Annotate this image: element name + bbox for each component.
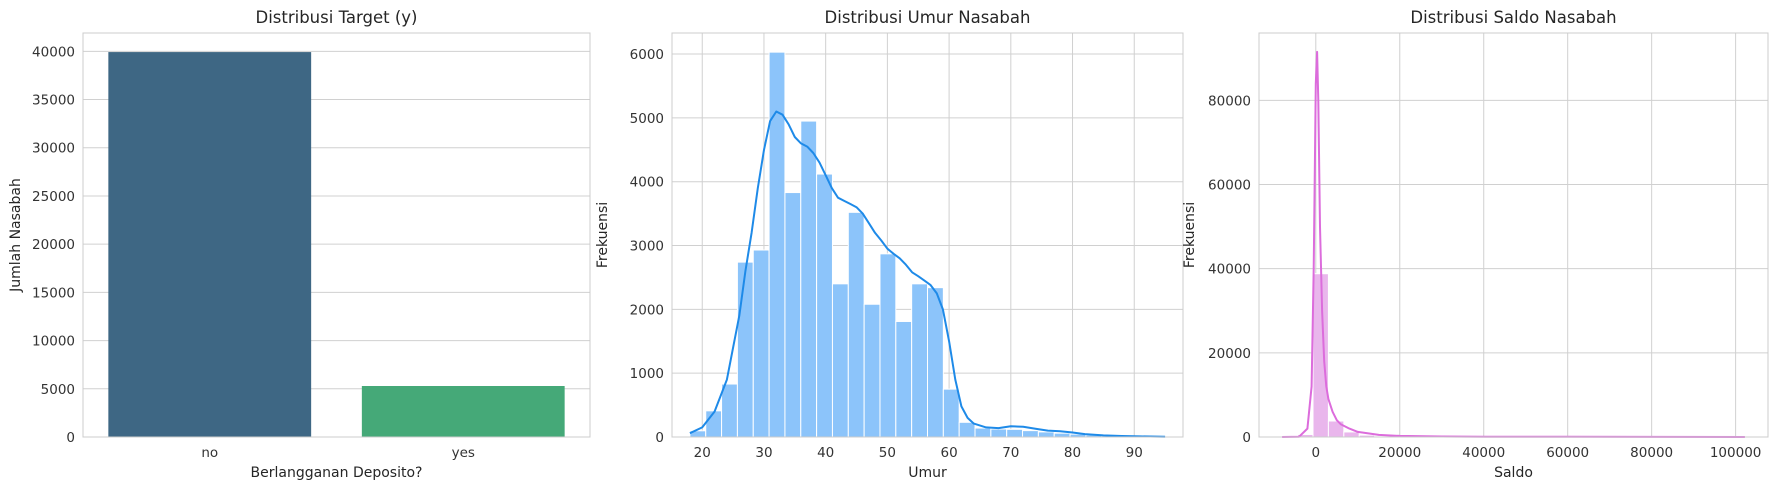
y-tick-label: 1000: [630, 366, 664, 382]
x-tick-label: 20: [694, 445, 711, 461]
y-tick-label: 60000: [1208, 178, 1251, 194]
plot-frame: [82, 32, 591, 438]
y-tick-label: 40000: [1208, 262, 1251, 278]
x-axis-label: Saldo: [1494, 465, 1533, 481]
y-axis-label: Jumlah Nasabah: [8, 178, 24, 293]
kde-line: [689, 110, 1166, 438]
histogram-bar: [990, 428, 1008, 438]
x-tick-label: 60: [941, 445, 958, 461]
x-tick-label: yes: [452, 445, 475, 461]
target-distribution-panel: 0 5000 10000 15000 20000 25000 30000 35000 40000…: [8, 8, 591, 481]
x-tick-label: no: [201, 445, 218, 461]
histogram-bar: [1327, 420, 1345, 438]
histogram-bar: [1053, 432, 1071, 438]
x-tick-label: 60000: [1546, 445, 1589, 461]
y-axis-label: Frekuensi: [1182, 202, 1198, 268]
y-tick-label: 15000: [32, 285, 75, 301]
age-distribution-panel: 0 1000 2000 3000 4000 5000 6000 20 30 40 50 60 70 80 9…: [595, 8, 1184, 481]
x-tick-label: 80: [1064, 445, 1081, 461]
y-axis-label: Frekuensi: [595, 202, 611, 268]
x-tick-label: 20000: [1378, 445, 1421, 461]
balance-distribution-panel: 0 20000 40000 60000 80000 0 20000 40000 60000 800…: [1182, 8, 1769, 481]
y-tick-label: 10000: [32, 334, 75, 350]
histogram-bar: [911, 283, 929, 438]
histogram-bar: [958, 421, 976, 438]
bar: [108, 52, 312, 437]
histogram-bar: [863, 303, 881, 438]
x-tick-label: 40000: [1462, 445, 1505, 461]
x-axis-label: Berlangganan Deposito?: [251, 465, 423, 481]
histogram-bar: [847, 211, 865, 438]
x-axis-label: Umur: [908, 465, 947, 481]
y-tick-label: 0: [66, 430, 75, 446]
y-tick-label: 3000: [630, 239, 664, 255]
y-tick-label: 6000: [630, 47, 664, 63]
histogram-bar: [974, 427, 992, 438]
kde-line: [1282, 50, 1745, 438]
histogram-bar: [879, 253, 897, 438]
chart-title: Distribusi Saldo Nasabah: [1410, 8, 1616, 27]
plot-frame: [671, 32, 1184, 438]
x-tick-label: 30: [755, 445, 772, 461]
histogram-bar: [1037, 431, 1055, 438]
y-tick-label: 20000: [32, 237, 75, 253]
histogram-bar: [721, 383, 738, 438]
histogram-bar: [752, 249, 770, 438]
plot-frame: [1258, 32, 1769, 438]
chart-title: Distribusi Target (y): [255, 8, 417, 27]
bar: [361, 386, 565, 437]
y-tick-label: 20000: [1208, 346, 1251, 362]
histogram-bar: [1343, 431, 1360, 438]
histogram-bar: [705, 410, 723, 438]
histogram-bar: [895, 320, 913, 438]
x-tick-label: 80000: [1630, 445, 1673, 461]
histogram-bar: [768, 51, 786, 438]
chart-title: Distribusi Umur Nasabah: [825, 8, 1031, 27]
y-tick-label: 5000: [41, 382, 75, 398]
x-tick-label: 70: [1002, 445, 1019, 461]
y-tick-label: 2000: [630, 302, 664, 318]
x-tick-label: 90: [1126, 445, 1143, 461]
histogram-bar: [736, 261, 754, 438]
histogram-bar: [927, 287, 944, 438]
histogram-bar: [1312, 273, 1329, 438]
y-tick-label: 5000: [630, 111, 664, 127]
histogram-bar: [800, 120, 818, 438]
y-tick-label: 25000: [32, 189, 75, 205]
y-tick-label: 35000: [32, 93, 75, 109]
histogram-bar: [831, 283, 849, 438]
histogram-bar: [942, 388, 960, 438]
histogram-bar: [816, 173, 833, 438]
histogram-bar: [1006, 428, 1024, 438]
histogram-bar: [1022, 430, 1039, 438]
y-tick-label: 40000: [32, 44, 75, 60]
x-tick-label: 50: [879, 445, 896, 461]
y-tick-label: 0: [655, 430, 664, 446]
y-tick-label: 4000: [630, 175, 664, 191]
y-tick-label: 30000: [32, 141, 75, 157]
histogram-bar: [784, 192, 802, 438]
x-tick-label: 0: [1312, 445, 1321, 461]
y-tick-label: 80000: [1208, 93, 1251, 109]
y-tick-label: 0: [1242, 430, 1251, 446]
x-tick-label: 100000: [1710, 445, 1762, 461]
x-tick-label: 40: [817, 445, 834, 461]
